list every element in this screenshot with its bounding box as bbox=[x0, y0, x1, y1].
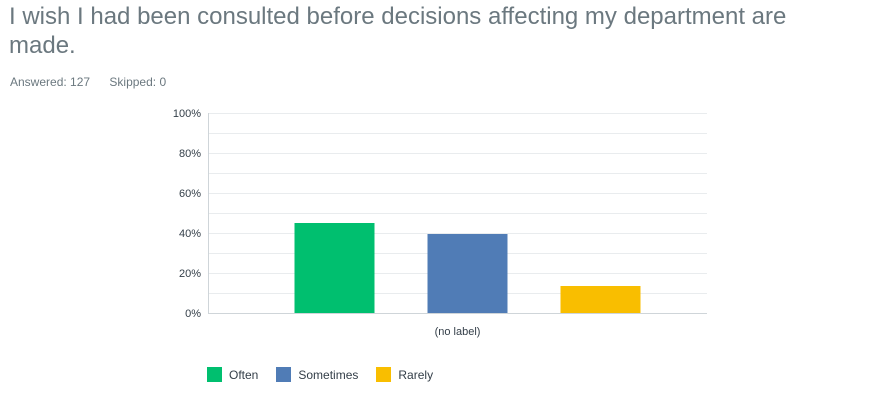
bar-often bbox=[294, 223, 375, 313]
legend-label: Sometimes bbox=[298, 367, 359, 382]
legend-item-sometimes[interactable]: Sometimes bbox=[276, 367, 358, 382]
bar-rarely bbox=[560, 286, 641, 313]
question-title: I wish I had been consulted before decis… bbox=[9, 3, 787, 59]
response-stats: Answered: 127 Skipped: 0 bbox=[10, 75, 166, 89]
y-tick-label: 40% bbox=[179, 228, 201, 240]
legend-item-often[interactable]: Often bbox=[207, 367, 258, 382]
x-tick-label: (no label) bbox=[435, 326, 481, 338]
legend-label: Often bbox=[229, 367, 259, 382]
chart-legend: Often Sometimes Rarely bbox=[207, 367, 451, 382]
legend-swatch bbox=[376, 367, 392, 382]
legend-swatch bbox=[276, 367, 292, 382]
bar-sometimes bbox=[427, 234, 508, 313]
y-tick-label: 80% bbox=[179, 148, 201, 160]
y-tick-label: 60% bbox=[179, 188, 201, 200]
answered-count: Answered: 127 bbox=[10, 75, 91, 89]
legend-swatch bbox=[207, 367, 222, 382]
skipped-count: Skipped: 0 bbox=[109, 75, 167, 89]
legend-label: Rarely bbox=[398, 367, 434, 382]
y-tick-label: 0% bbox=[185, 308, 201, 320]
y-tick-label: 20% bbox=[179, 268, 201, 280]
bar-chart: 0% 20% 40% 60% 80% 100% (no label) bbox=[173, 108, 707, 338]
legend-item-rarely[interactable]: Rarely bbox=[376, 367, 433, 382]
y-tick-label: 100% bbox=[173, 108, 201, 120]
